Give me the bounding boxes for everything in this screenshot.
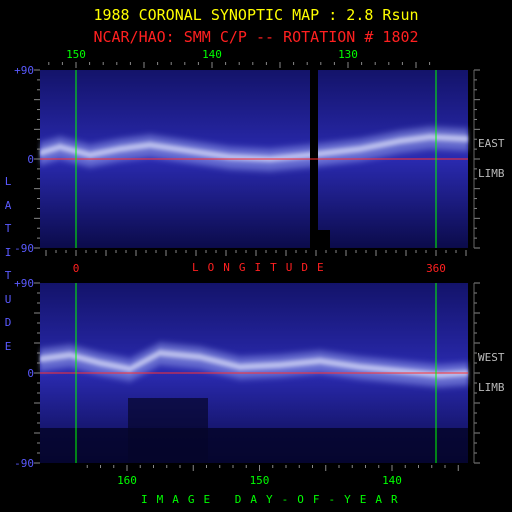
streamer-core [40,134,468,162]
low-signal-region [40,428,468,463]
y-axis-label: LATITUDE [4,175,12,353]
y-tick-label: +90 [14,64,34,77]
y-tick-label: 0 [27,367,34,380]
x-tick-label-longitude: 360 [426,262,446,275]
limb-label: LIMB [478,381,505,394]
y-tick-label: -90 [14,457,34,470]
x-tick-label-day: 150 [250,474,270,487]
y-tick-label: +90 [14,277,34,290]
limb-label: LIMB [478,167,505,180]
streamer-belt [40,127,468,171]
x-tick-label-top: 130 [338,48,358,61]
x-tick-label-top: 150 [66,48,86,61]
y-tick-label: -90 [14,242,34,255]
x-tick-label-longitude: 0 [73,262,80,275]
x-tick-label-top: 140 [202,48,222,61]
x-tick-label-day: 140 [382,474,402,487]
x-axis-label-longitude: LONGITUDE [192,261,333,274]
x-tick-label-day: 160 [117,474,137,487]
limb-label: EAST [478,137,505,150]
y-tick-label: 0 [27,153,34,166]
data-gap [318,230,330,248]
chart-title: 1988 CORONAL SYNOPTIC MAP : 2.8 Rsun [93,6,419,24]
limb-label: WEST [478,351,505,364]
x-axis-label-day-of-year: IMAGE DAY-OF-YEAR [141,493,407,506]
low-signal-region [128,398,208,463]
chart-subtitle: NCAR/HAO: SMM C/P -- ROTATION # 1802 [93,28,419,46]
streamer-core [40,350,468,378]
